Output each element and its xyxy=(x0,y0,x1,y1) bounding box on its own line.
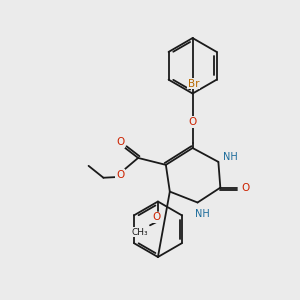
Text: CH₃: CH₃ xyxy=(132,228,148,237)
Text: O: O xyxy=(116,170,124,180)
Text: O: O xyxy=(116,137,124,147)
Text: O: O xyxy=(188,117,197,127)
Text: O: O xyxy=(241,183,249,193)
Text: NH: NH xyxy=(195,209,210,219)
Text: Br: Br xyxy=(188,79,199,88)
Text: NH: NH xyxy=(223,152,238,162)
Text: O: O xyxy=(153,212,161,222)
